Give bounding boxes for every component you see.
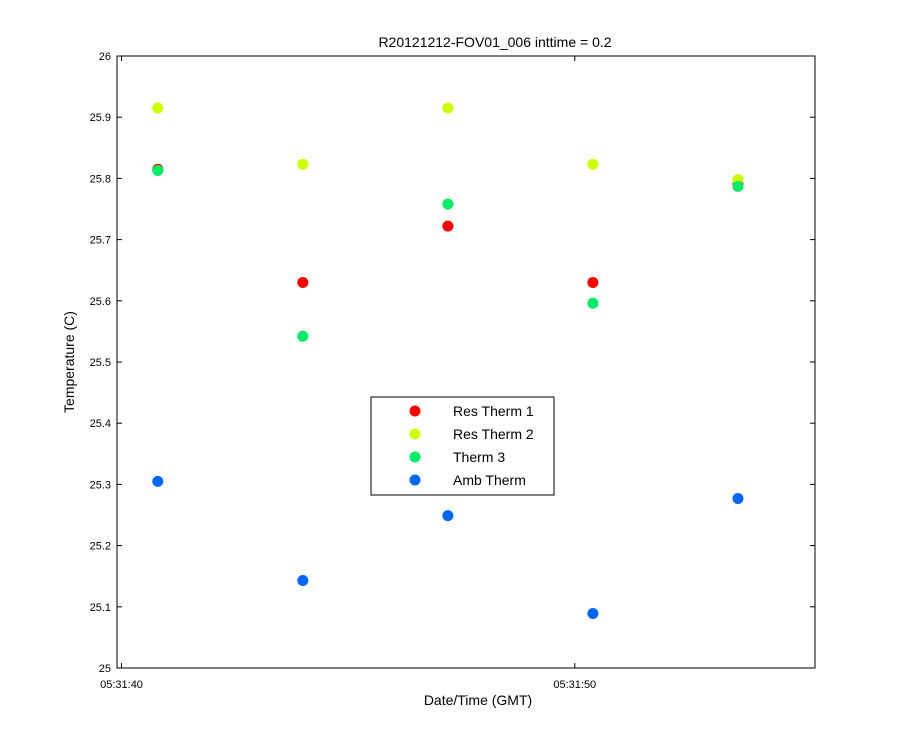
- data-point-res-therm-2: [442, 102, 454, 114]
- plot-area: [116, 55, 816, 669]
- y-tick-label: 25.2: [90, 541, 111, 553]
- y-axis-title: Temperature (C): [61, 311, 77, 413]
- data-point-res-therm-2: [587, 158, 599, 170]
- legend: Res Therm 1 Res Therm 2 Therm 3 Amb Therm: [370, 396, 555, 496]
- legend-label-res-therm-1: Res Therm 1: [453, 403, 534, 419]
- y-tick-label: 25.3: [90, 479, 111, 491]
- data-point-res-therm-2: [297, 158, 309, 170]
- legend-label-amb-therm: Amb Therm: [453, 472, 526, 488]
- y-tick-label: 25.4: [90, 418, 111, 430]
- y-tick-label: 25.9: [90, 112, 111, 124]
- data-point-amb-therm: [732, 492, 744, 504]
- data-point-therm-3: [152, 164, 164, 176]
- legend-marker-therm-3: [409, 451, 421, 463]
- data-point-therm-3: [587, 297, 599, 309]
- data-point-res-therm-1: [297, 276, 309, 288]
- y-tick-label: 25.8: [90, 173, 111, 185]
- data-point-res-therm-1: [587, 276, 599, 288]
- legend-marker-res-therm-1: [409, 405, 421, 417]
- x-tick-label: 05:31:50: [553, 679, 596, 691]
- y-tick-label: 26: [99, 51, 111, 63]
- legend-label-res-therm-2: Res Therm 2: [453, 426, 534, 442]
- y-tick-label: 25.6: [90, 296, 111, 308]
- data-point-therm-3: [442, 198, 454, 210]
- legend-box: [370, 396, 555, 496]
- data-point-therm-3: [297, 330, 309, 342]
- x-axis: 05:31:40 05:31:50: [100, 56, 596, 691]
- y-tick-label: 25.1: [90, 602, 111, 614]
- data-points: [152, 102, 744, 620]
- data-point-amb-therm: [442, 510, 454, 522]
- x-axis-title: Date/Time (GMT): [424, 692, 532, 708]
- legend-label-therm-3: Therm 3: [453, 449, 505, 465]
- y-tick-label: 25.7: [90, 235, 111, 247]
- chart-title: R20121212-FOV01_006 inttime = 0.2: [378, 34, 611, 50]
- x-tick-label: 05:31:40: [100, 679, 143, 691]
- data-point-amb-therm: [587, 608, 599, 620]
- legend-marker-res-therm-2: [409, 428, 421, 440]
- y-axis: 25 25.1 25.2 25.3 25.4 25.5 25.6 25.7 25.8 25.9 26: [90, 51, 815, 675]
- data-point-amb-therm: [152, 475, 164, 487]
- data-point-res-therm-1: [442, 220, 454, 232]
- data-point-res-therm-2: [152, 102, 164, 114]
- legend-marker-amb-therm: [409, 474, 421, 486]
- data-point-amb-therm: [297, 574, 309, 586]
- y-tick-label: 25: [99, 663, 111, 675]
- y-tick-label: 25.5: [90, 357, 111, 369]
- data-point-therm-3: [732, 180, 744, 192]
